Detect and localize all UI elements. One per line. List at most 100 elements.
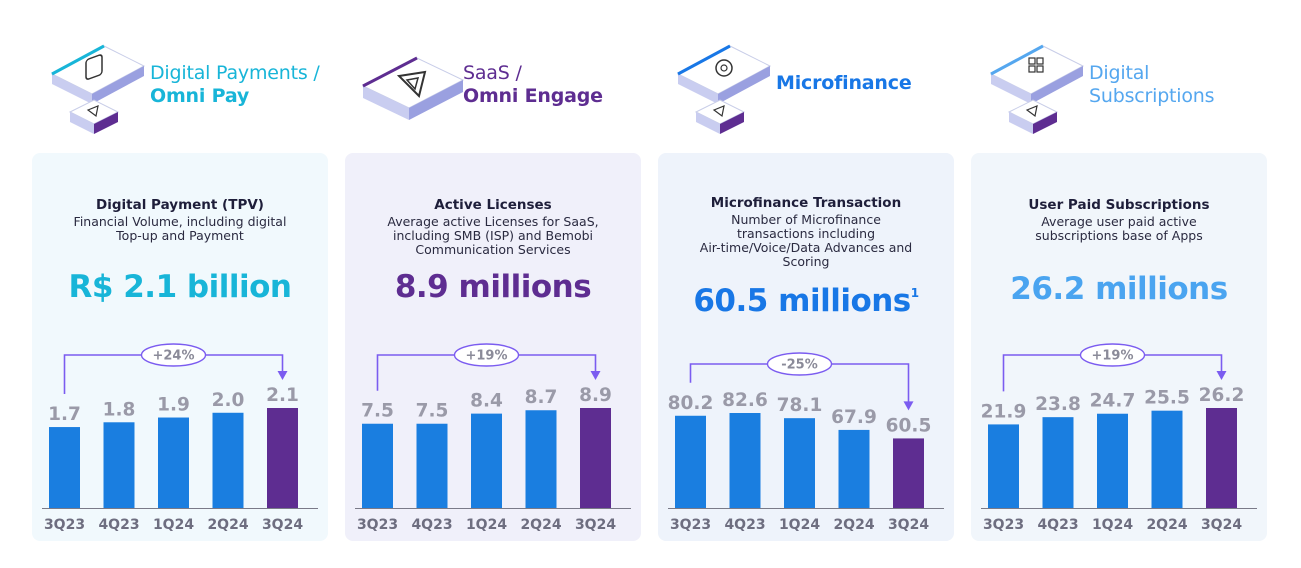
section-header-line1: Microfinance — [776, 72, 912, 94]
growth-arrowhead — [1216, 371, 1227, 380]
bar-value-label: 24.7 — [1090, 391, 1136, 412]
card-description-line: subscriptions base of Apps — [1035, 228, 1203, 243]
section-header: SaaS / Omni Engage — [345, 28, 641, 138]
kpi-value: 60.5 millions1 — [658, 283, 954, 319]
growth-pill — [766, 352, 833, 376]
card-description-line: Communication Services — [415, 242, 571, 257]
bar-3q23 — [675, 415, 706, 508]
bar-1q24 — [471, 413, 502, 508]
bar-value-label: 8.4 — [470, 391, 503, 412]
section-header-text: Digital Payments / Omni Pay — [150, 62, 320, 108]
bar-value-label: 80.2 — [668, 393, 714, 414]
card-description: Financial Volume, including digital Top-… — [50, 215, 310, 243]
bar-1q24 — [158, 417, 189, 508]
bar-3q24 — [267, 408, 298, 508]
kpi-value-text: 60.5 millions — [693, 283, 911, 319]
bar-value-label: 7.5 — [361, 401, 394, 422]
x-tick-label: 3Q23 — [983, 517, 1024, 533]
section-header: Digital Payments / Omni Pay — [32, 28, 328, 138]
bar-value-label: 23.8 — [1035, 394, 1081, 415]
kpi-footnote-marker: 1 — [910, 285, 919, 300]
bar-1q24 — [1097, 413, 1128, 508]
section-header-line1: Digital — [1089, 62, 1150, 84]
bar-3q24 — [1206, 408, 1237, 508]
bar-value-label: 1.8 — [103, 399, 136, 420]
x-tick-label: 4Q23 — [1037, 517, 1078, 533]
x-tick-label: 1Q24 — [779, 517, 820, 533]
bar-4q23 — [103, 422, 135, 508]
bar-3q23 — [49, 427, 80, 508]
section-header-text: Microfinance — [776, 72, 912, 95]
bar-chart: 21.9 3Q23 23.8 4Q23 24.7 1Q24 25.5 2Q24 26.2 3Q24… — [981, 343, 1257, 533]
bar-chart: 80.2 3Q23 82.6 4Q23 78.1 1Q24 67.9 2Q24 60.5 3Q24… — [668, 352, 944, 533]
metric-card: Microfinance Transaction Number of Micro… — [658, 153, 954, 541]
bar-value-label: 82.6 — [722, 390, 768, 411]
card-description-line: Number of Microfinance — [731, 212, 881, 227]
bar-value-label: 8.9 — [579, 385, 612, 406]
card-description-line: Air-time/Voice/Data Advances and — [699, 240, 913, 255]
bar-2q24 — [212, 412, 244, 508]
metric-card: Active Licenses Average active Licenses … — [345, 153, 641, 541]
saas-iso-icon — [361, 56, 465, 120]
x-tick-label: 1Q24 — [1092, 517, 1133, 533]
bar-value-label: 1.9 — [157, 395, 190, 416]
kpi-value: 8.9 millions — [345, 269, 641, 305]
growth-arrowhead — [903, 401, 914, 411]
kpi-value: R$ 2.1 billion — [32, 269, 328, 305]
section-saas: SaaS / Omni Engage Active Licenses Avera… — [345, 0, 641, 568]
section-header-line2: Omni Engage — [463, 85, 603, 107]
bar-value-label: 2.0 — [212, 390, 245, 411]
bar-value-label: 2.1 — [266, 385, 299, 406]
growth-arrowhead — [277, 371, 288, 380]
growth-label: +19% — [1091, 349, 1133, 364]
growth-label: +24% — [152, 349, 194, 364]
bar-3q23 — [362, 423, 393, 508]
kpi-value-text: 8.9 millions — [394, 269, 592, 305]
x-tick-label: 4Q23 — [724, 517, 765, 533]
growth-pill — [1079, 343, 1146, 367]
bar-3q23 — [988, 424, 1019, 508]
bar-2q24 — [838, 429, 870, 508]
card-description-line: including SMB (ISP) and Bemobi — [392, 228, 594, 243]
bar-value-label: 7.5 — [416, 401, 449, 422]
bar-3q24 — [580, 408, 611, 508]
bar-3q24 — [893, 438, 924, 508]
card-description-line: transactions including — [736, 226, 876, 241]
x-tick-label: 4Q23 — [98, 517, 139, 533]
x-tick-label: 3Q24 — [888, 517, 929, 533]
card-title: Digital Payment (TPV) — [96, 197, 264, 213]
x-tick-label: 2Q24 — [833, 517, 874, 533]
x-tick-label: 2Q24 — [207, 517, 248, 533]
bar-2q24 — [525, 410, 557, 508]
x-tick-label: 3Q24 — [575, 517, 616, 533]
growth-label: +19% — [465, 349, 507, 364]
kpi-value-text: R$ 2.1 billion — [68, 269, 292, 305]
card-description: Average user paid active subscriptions b… — [989, 215, 1249, 243]
bar-4q23 — [1042, 417, 1074, 508]
section-digital-subscriptions: Digital Subscriptions User Paid Subscrip… — [971, 0, 1267, 568]
section-header-line2: Subscriptions — [1089, 85, 1215, 107]
card-description-line: Scoring — [782, 254, 830, 269]
card-description: Number of Microfinance transactions incl… — [676, 213, 936, 269]
x-tick-label: 3Q23 — [670, 517, 711, 533]
bar-value-label: 78.1 — [777, 395, 823, 416]
microfinance-iso-icon — [676, 44, 772, 134]
x-tick-label: 1Q24 — [153, 517, 194, 533]
card-description-line: Financial Volume, including digital — [73, 214, 287, 229]
x-tick-label: 3Q24 — [262, 517, 303, 533]
x-tick-label: 3Q23 — [357, 517, 398, 533]
section-header-line1: Digital Payments / — [150, 62, 320, 84]
x-tick-label: 2Q24 — [1146, 517, 1187, 533]
section-header: Digital Subscriptions — [971, 28, 1267, 138]
bar-value-label: 67.9 — [831, 407, 877, 428]
section-digital-payments: Digital Payments / Omni Pay Digital Paym… — [32, 0, 328, 568]
metric-card: User Paid Subscriptions Average user pai… — [971, 153, 1267, 541]
growth-pill — [140, 343, 207, 367]
x-tick-label: 3Q24 — [1201, 517, 1242, 533]
bar-2q24 — [1151, 410, 1183, 508]
section-microfinance: Microfinance Microfinance Transaction Nu… — [658, 0, 954, 568]
bar-4q23 — [729, 413, 761, 508]
metric-card: Digital Payment (TPV) Financial Volume, … — [32, 153, 328, 541]
section-header: Microfinance — [658, 28, 954, 138]
x-tick-label: 4Q23 — [411, 517, 452, 533]
